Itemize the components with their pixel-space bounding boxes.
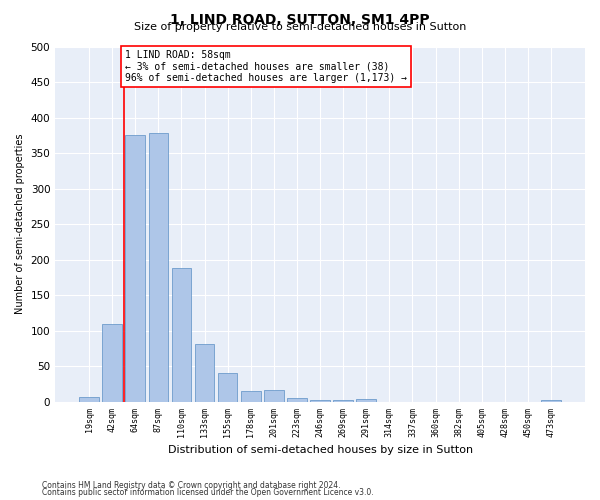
Text: Contains HM Land Registry data © Crown copyright and database right 2024.: Contains HM Land Registry data © Crown c… xyxy=(42,480,341,490)
Bar xyxy=(172,268,191,402)
Bar xyxy=(287,398,307,402)
Text: 1 LIND ROAD: 58sqm
← 3% of semi-detached houses are smaller (38)
96% of semi-det: 1 LIND ROAD: 58sqm ← 3% of semi-detached… xyxy=(125,50,407,84)
Bar xyxy=(149,133,168,402)
Bar xyxy=(241,391,260,402)
Text: Size of property relative to semi-detached houses in Sutton: Size of property relative to semi-detach… xyxy=(134,22,466,32)
Bar xyxy=(125,136,145,402)
Bar xyxy=(334,400,353,402)
Bar xyxy=(195,344,214,402)
Bar xyxy=(356,399,376,402)
Y-axis label: Number of semi-detached properties: Number of semi-detached properties xyxy=(15,134,25,314)
Text: 1, LIND ROAD, SUTTON, SM1 4PP: 1, LIND ROAD, SUTTON, SM1 4PP xyxy=(170,12,430,26)
Bar xyxy=(541,400,561,402)
Bar xyxy=(264,390,284,402)
Bar xyxy=(79,397,99,402)
X-axis label: Distribution of semi-detached houses by size in Sutton: Distribution of semi-detached houses by … xyxy=(167,445,473,455)
Bar xyxy=(310,400,330,402)
Bar xyxy=(218,374,238,402)
Bar xyxy=(103,324,122,402)
Text: Contains public sector information licensed under the Open Government Licence v3: Contains public sector information licen… xyxy=(42,488,374,497)
